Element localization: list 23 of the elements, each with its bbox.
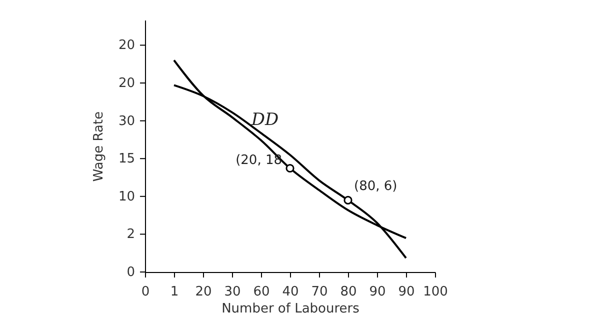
text: 15 xyxy=(118,152,135,167)
y-axis-title: Wage Rate xyxy=(92,111,106,182)
x-axis-title: Number of Labourers xyxy=(222,302,360,316)
x-tick-label: 20 xyxy=(195,284,212,300)
x-tick-label: 80 xyxy=(340,284,357,300)
x-tick-label: 60 xyxy=(253,284,270,300)
x-tick-label: 0 xyxy=(141,284,150,300)
text: 10 xyxy=(118,189,135,204)
x-tick-label: 100 xyxy=(423,284,448,300)
text: 2 xyxy=(126,227,135,242)
text: 30 xyxy=(118,114,135,129)
annotation: (20, 18 xyxy=(236,153,282,168)
x-tick-label: 90 xyxy=(369,284,386,300)
x-tick-label: 90 xyxy=(398,284,415,300)
x-tick-label: 1 xyxy=(170,284,179,300)
x-tick-label: 70 xyxy=(311,284,328,300)
annotation: DD xyxy=(250,110,279,130)
text: 20 xyxy=(118,38,135,54)
text: 20 xyxy=(118,76,135,91)
text: 0 xyxy=(126,265,135,280)
x-tick-label: 40 xyxy=(282,284,299,300)
annotation: (80, 6) xyxy=(354,179,398,194)
x-tick-label: 30 xyxy=(224,284,241,300)
